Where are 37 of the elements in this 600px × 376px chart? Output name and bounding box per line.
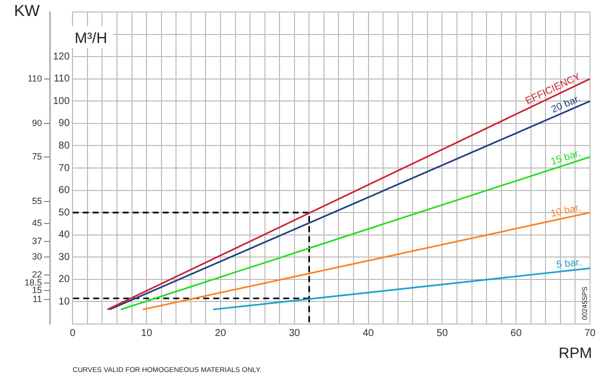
y-tick-label: 40	[58, 230, 70, 241]
y-tick-label: 80	[58, 140, 70, 152]
y2-tick-label: 90	[32, 118, 42, 128]
y-tick-label: 60	[58, 185, 70, 196]
x-tick-label: 0	[70, 328, 76, 339]
x-tick-label: 10	[141, 328, 153, 339]
x-tick-label: 30	[288, 328, 300, 339]
x-tick-label: 40	[362, 328, 374, 339]
x-tick-label: 70	[584, 328, 596, 339]
y2-tick-label: 110	[28, 73, 42, 84]
y2-tick-label: 75	[32, 151, 42, 162]
x-tick-label: 20	[214, 328, 226, 339]
y2-tick-label: 37	[32, 236, 42, 246]
y-tick-label: 100	[52, 96, 70, 107]
text: 10 bar.	[550, 202, 582, 220]
y2-tick-label: 11	[32, 294, 42, 304]
x-tick-label: 60	[510, 328, 522, 339]
y-tick-label: 20	[58, 274, 70, 286]
y2-tick-label: 22	[32, 269, 42, 280]
text: 5 bar.	[556, 257, 582, 271]
y-tick-label: 90	[58, 118, 70, 130]
y2-tick-label: 30	[32, 252, 42, 262]
y2-tick-label: 55	[32, 196, 42, 206]
y-tick-label: 70	[58, 162, 70, 174]
y-axis-title: M³/H	[74, 30, 108, 47]
y2-tick-label: 18.5	[24, 277, 42, 288]
y-tick-label: 30	[58, 252, 70, 263]
text: 15 bar.	[550, 148, 582, 168]
x-tick-label: 50	[436, 328, 448, 339]
y-tick-label: 110	[54, 74, 70, 85]
y-tick-label: 50	[58, 207, 70, 218]
y-tick-label: 120	[52, 51, 70, 62]
y2-tick-label: 45	[32, 218, 42, 228]
x-axis-title: RPM	[558, 345, 592, 362]
y-tick-label: 10	[58, 296, 70, 308]
y2-axis-title: KW	[14, 3, 41, 20]
y2-tick-label: 15	[32, 285, 42, 296]
